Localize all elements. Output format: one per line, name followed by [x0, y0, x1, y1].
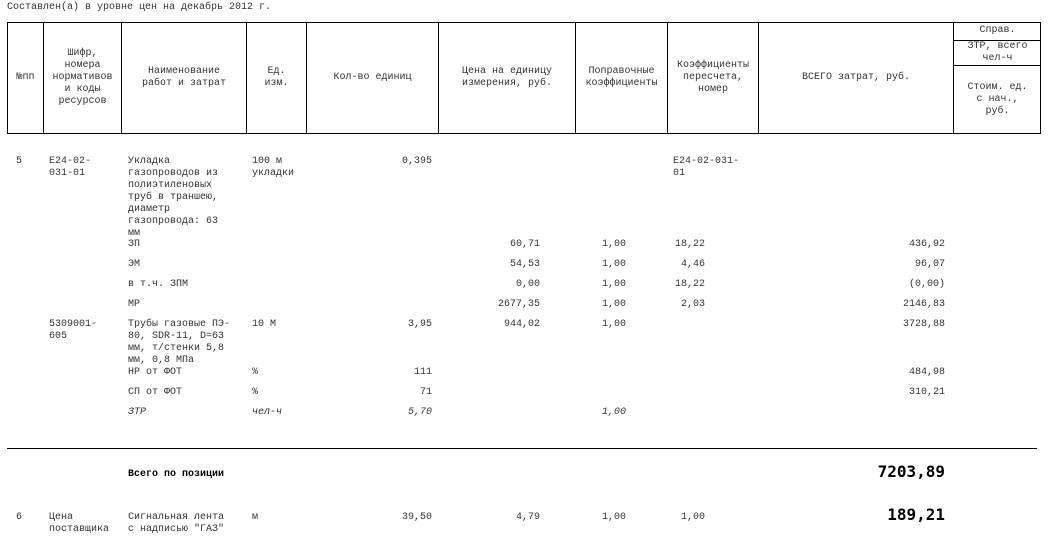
row-qty: 39,50: [401, 512, 432, 523]
row-corr: 1,00: [601, 299, 626, 310]
row-name: ЗТР: [128, 407, 147, 418]
row-price: 4,79: [515, 512, 540, 523]
row-total: 436,92: [908, 239, 945, 250]
row-name: МР: [128, 299, 141, 310]
row-name: в т.ч. ЗПМ: [128, 279, 189, 290]
header-ref: Справ.: [953, 22, 1041, 41]
row-code: Цена поставщика: [49, 512, 110, 535]
row-corr: 1,00: [601, 279, 626, 290]
row-coef: Е24-02-031- 01: [673, 156, 740, 179]
header-unit-cost: Стоим. ед. с нач., руб.: [953, 66, 1041, 134]
row-total: 189,21: [887, 505, 945, 524]
row-qty: 3,95: [407, 319, 432, 330]
row-total: 96,07: [914, 259, 945, 270]
row-unit: 10 М: [252, 319, 277, 330]
row-corr: 1,00: [601, 259, 626, 270]
header-total: ВСЕГО затрат, руб.: [758, 22, 953, 134]
row-name: Укладка газопроводов из полиэтиленовых т…: [128, 156, 219, 239]
row-corr: 1,00: [601, 512, 626, 523]
row-price: 0,00: [515, 279, 540, 290]
row-corr: 1,00: [601, 239, 626, 250]
row-name: Сигнальная лента с надписью "ГАЗ": [128, 512, 225, 535]
header-num: №пп: [7, 22, 43, 134]
row-num: 6: [16, 512, 23, 523]
row-total: 484,98: [908, 367, 945, 378]
row-price: 944,02: [503, 319, 540, 330]
row-name: ЭМ: [128, 259, 141, 270]
header-unit: Ед. изм.: [246, 22, 306, 134]
row-price: 54,53: [509, 259, 540, 270]
header-ztr: ЗТР, всего чел-ч: [953, 41, 1041, 66]
price-level-caption: Составлен(а) в уровне цен на декабрь 201…: [7, 2, 272, 13]
row-total: 2146,83: [902, 299, 945, 310]
row-unit: чел-ч: [252, 407, 283, 418]
row-code: 5309001- 605: [49, 319, 98, 342]
divider-line: [7, 448, 1037, 449]
row-qty: 111: [413, 367, 432, 378]
row-qty: 71: [419, 387, 432, 398]
position-total-value: 7203,89: [877, 462, 945, 481]
row-num: 5: [16, 156, 23, 167]
header-code: Шифр, номера нормативов и коды ресурсов: [43, 22, 121, 134]
header-name: Наименование работ и затрат: [121, 22, 246, 134]
header-corr: Поправочные коэффициенты: [575, 22, 667, 134]
position-total-label: Всего по позиции: [128, 469, 225, 480]
row-coef: 2,03: [680, 299, 705, 310]
row-corr: 1,00: [601, 319, 626, 330]
header-coef: Коэффициенты пересчета, номер: [667, 22, 758, 134]
row-name: ЗП: [128, 239, 141, 250]
row-qty: 5,70: [407, 407, 432, 418]
row-price: 2677,35: [497, 299, 540, 310]
row-price: 60,71: [509, 239, 540, 250]
row-coef: 1,00: [680, 512, 705, 523]
header-qty: Кол-во единиц: [306, 22, 438, 134]
header-price: Цена на единицу измерения, руб.: [438, 22, 575, 134]
row-total: (0,00): [908, 279, 945, 290]
row-unit: %: [252, 367, 259, 378]
row-coef: 18,22: [674, 279, 705, 290]
row-unit: 100 м укладки: [252, 156, 295, 179]
row-unit: %: [252, 387, 259, 398]
row-total: 310,21: [908, 387, 945, 398]
row-corr: 1,00: [601, 407, 626, 418]
row-code: Е24-02- 031-01: [49, 156, 92, 179]
row-coef: 4,46: [680, 259, 705, 270]
row-coef: 18,22: [674, 239, 705, 250]
row-total: 3728,88: [902, 319, 945, 330]
row-qty: 0,395: [401, 156, 432, 167]
row-name: НР от ФОТ: [128, 367, 183, 378]
row-name: Трубы газовые ПЭ- 80, SDR-11, D=63 мм, т…: [128, 319, 231, 366]
row-name: СП от ФОТ: [128, 387, 183, 398]
row-unit: м: [252, 512, 259, 523]
